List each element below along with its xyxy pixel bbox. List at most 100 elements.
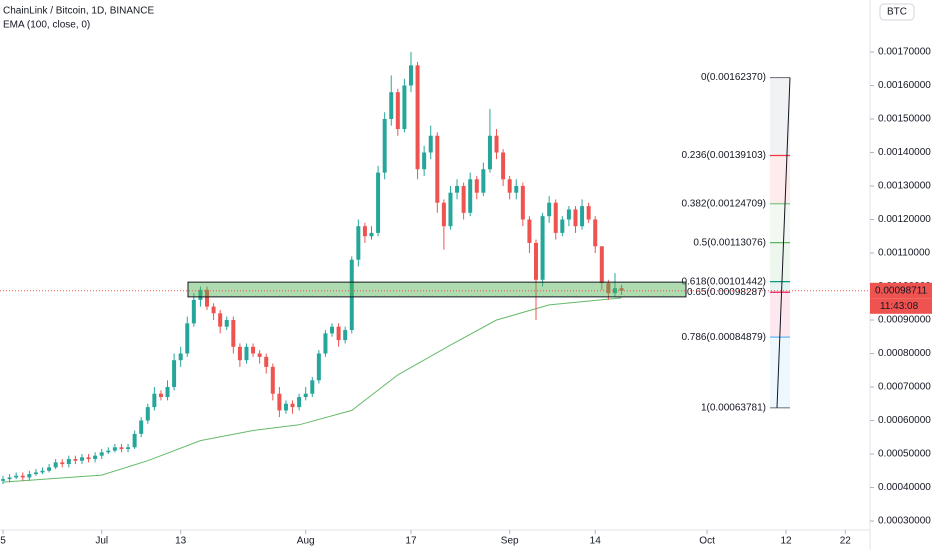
fib-label: 0.786(0.00084879) [681,332,766,343]
candle-body [487,135,492,170]
candle-body [237,346,242,361]
currency-badge [879,3,915,21]
candle-body [474,179,479,193]
candle-body [283,403,288,411]
y-tick-label: 0.00160000 [878,80,931,91]
chart-title: ChainLink / Bitcoin, 1D, BINANCE [3,6,155,17]
fib-label: 0(0.00162370) [701,72,766,83]
candle-body [178,353,183,361]
x-tick-label: Aug [297,536,315,547]
y-tick-label: 0.00080000 [878,348,931,359]
candle-body [461,185,466,213]
timer-label: 11:43:08 [880,301,919,312]
candle-body [619,288,624,291]
candle-body [119,447,124,449]
fib-label: 0.65(0.00098287) [687,287,766,298]
candle-body [369,232,374,237]
candle-body [277,393,282,411]
candle-body [14,475,19,478]
candle-body [139,420,144,434]
candle-body [99,452,104,456]
fib-band [770,337,790,408]
candle-body [606,283,611,294]
fib-trend-line [776,77,791,408]
y-tick-label: 0.00070000 [878,382,931,393]
y-tick-label: 0.00040000 [878,482,931,493]
candle-body [507,179,512,193]
fib-label: 0.236(0.00139103) [681,150,766,161]
candle-body [172,360,177,387]
candle-body [362,226,367,237]
candle-body [264,356,269,367]
y-tick-label: 0.00140000 [878,147,931,158]
y-tick-label: 0.00030000 [878,516,931,527]
candle-body [165,386,170,398]
candle-body [382,118,387,173]
candle-body [303,393,308,398]
candle-body [1,479,6,481]
candle-body [126,447,131,449]
candle-body [408,65,413,86]
candle-body [520,185,525,220]
candle-body [79,457,84,461]
candle-body [198,289,203,300]
candle-body [158,393,163,398]
candle-body [343,330,348,341]
candle-body [66,459,71,465]
candle-body [270,366,275,394]
y-tick-label: 0.00060000 [878,415,931,426]
candle-body [448,192,453,227]
candle-body [566,209,571,220]
candle-body [422,152,427,170]
x-tick-label: Sep [501,536,519,547]
fib-label: 1(0.00063781) [701,402,766,413]
fib-band [770,203,790,243]
candle-body [330,326,335,334]
candle-body [73,459,78,461]
candle-body [224,319,229,327]
candle-body [93,455,98,460]
candle-body [356,226,361,260]
candle-body [402,85,407,130]
candle-body [455,185,460,193]
x-tick-label: 12 [780,536,792,547]
candle-body [27,474,32,478]
fib-label: 0.618(0.00101442) [681,276,766,287]
candle-body [553,202,558,233]
candle-body [47,467,52,471]
y-tick-label: 0.00130000 [878,181,931,192]
candle-body [534,242,539,280]
candle-body [612,288,617,294]
candle-body [395,92,400,130]
candle-body [389,92,394,119]
candle-body [560,219,565,233]
candle-body [205,289,210,307]
candle-body [145,407,150,421]
fib-band [770,242,790,282]
y-tick-label: 0.00090000 [878,315,931,326]
candle-body [20,475,25,478]
candle-body [527,219,532,243]
price-tag [870,282,932,299]
support-zone [187,281,687,298]
candle-body [191,299,196,324]
candle-body [251,346,256,354]
candle-body [441,202,446,227]
y-tick-label: 0.00170000 [878,47,931,58]
timer-tag [870,298,932,314]
candle-body [290,403,295,408]
candle-body [481,169,486,193]
candle-body [310,380,315,394]
x-tick-label: 14 [590,536,602,547]
candle-body [349,259,354,331]
fib-band [770,281,790,293]
candle-body [514,185,519,193]
fib-label: 0.5(0.00113076) [693,237,766,248]
fib-band [770,292,790,338]
candle-body [60,462,65,465]
candle-body [185,323,190,354]
x-tick-label: Jul [95,536,108,547]
y-tick-label: 0.00110000 [878,248,931,259]
y-tick-label: 0.00150000 [878,114,931,125]
